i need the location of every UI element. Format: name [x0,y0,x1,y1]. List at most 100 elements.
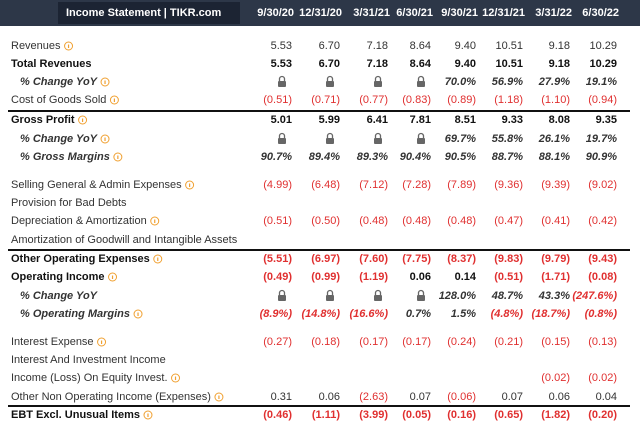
cell-value: 88.7% [492,151,523,163]
cell-value: (0.51) [494,271,523,283]
info-icon [97,337,107,347]
cell-value: 10.51 [495,58,523,70]
column-header: 12/31/21 [482,7,525,19]
lock-body [374,138,382,144]
info-icon [171,373,181,383]
lock-icon [278,289,286,301]
row-label: Other Non Operating Income (Expenses) [11,391,211,403]
lock-shackle [374,132,382,138]
cell-value: (0.42) [588,215,617,227]
row-label: Total Revenues [11,58,92,70]
cell-value: (0.51) [263,215,292,227]
cell-value: 128.0% [439,290,477,302]
cell-value: 88.1% [539,151,570,163]
lock-shackle [278,289,286,295]
row-border [8,249,630,251]
cell-value: 69.7% [445,133,476,145]
cell-value: (247.6%) [572,290,617,302]
cell-value: 48.7% [491,290,523,302]
cell-value: 10.29 [589,40,617,52]
cell-value: (4.8%) [491,308,524,320]
lock-icon [326,132,334,144]
cell-value: 19.1% [586,76,617,88]
lock-body [417,138,425,144]
info-icon-dot [189,183,191,187]
cell-value: 56.9% [492,76,523,88]
info-icon-dot [117,155,119,159]
cell-value: (0.05) [402,409,431,421]
lock-shackle [326,75,334,81]
cell-value: 9.40 [455,40,476,52]
row-label: % Change YoY [20,290,99,302]
cell-value: (9.36) [494,179,523,191]
cell-value: (0.77) [359,94,388,106]
cell-value: 9.35 [596,114,617,126]
cell-value: (0.13) [588,336,617,348]
cell-value: (3.99) [359,409,388,421]
lock-body [326,81,334,87]
lock-body [278,138,286,144]
cell-value: (0.17) [402,336,431,348]
info-icon-dot [147,413,149,417]
cell-value: (0.41) [541,215,570,227]
row-label: Interest And Investment Income [11,354,166,366]
cell-value: 90.7% [261,151,292,163]
cell-value: (1.71) [541,271,570,283]
cell-value: 10.51 [495,40,523,52]
cell-value: (1.10) [541,94,570,106]
info-icon [133,309,143,319]
info-icon [108,272,118,282]
cell-value: (0.89) [447,94,476,106]
cell-value: (0.18) [311,336,340,348]
cell-value: (5.51) [263,253,292,265]
info-icon [64,41,74,51]
cell-value: (1.18) [494,94,523,106]
cell-value: (7.75) [402,253,431,265]
cell-value: (0.48) [402,215,431,227]
cell-value: (9.79) [541,253,570,265]
lock-icon [326,75,334,87]
info-icon [150,216,160,226]
cell-value: 9.18 [549,40,570,52]
row-label: Other Operating Expenses [11,253,150,265]
cell-value: (0.08) [588,271,617,283]
cell-value: 0.31 [271,391,292,403]
cell-value: 90.4% [400,151,431,163]
info-icon-dot [104,137,106,141]
title-box [58,2,240,24]
info-icon [109,95,119,105]
lock-icon [374,289,382,301]
cell-value: (1.82) [541,409,570,421]
cell-value: 90.9% [586,151,617,163]
cell-value: (0.15) [541,336,570,348]
cell-value: (2.63) [359,391,388,403]
cell-value: (0.94) [588,94,617,106]
column-header: 3/31/22 [535,7,572,19]
lock-shackle [417,289,425,295]
lock-icon [417,289,425,301]
cell-value: (9.02) [588,179,617,191]
cell-value: (0.50) [311,215,340,227]
cell-value: (0.8%) [585,308,618,320]
row-label: % Change YoY [20,133,99,145]
lock-icon [374,75,382,87]
lock-icon [326,289,334,301]
lock-body [374,295,382,301]
lock-icon [278,75,286,87]
info-icon [153,254,163,264]
cell-value: (0.71) [311,94,340,106]
cell-value: (0.17) [359,336,388,348]
cell-value: 0.06 [319,391,340,403]
cell-value: (8.37) [447,253,476,265]
info-icon [100,134,110,144]
cell-value: (4.99) [263,179,292,191]
lock-body [326,295,334,301]
cell-value: (6.48) [311,179,340,191]
cell-value: (0.16) [447,409,476,421]
cell-value: 7.81 [410,114,431,126]
info-icon-dot [157,257,159,261]
cell-value: (0.02) [588,372,617,384]
header-title: Income Statement | TIKR.com [66,7,221,19]
cell-value: 6.70 [319,58,340,70]
lock-icon [417,75,425,87]
